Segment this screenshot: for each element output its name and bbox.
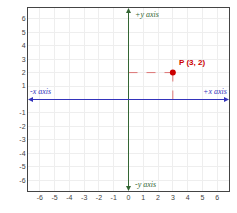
svg-text:-6: -6 [19,177,25,184]
svg-text:-1: -1 [111,194,117,201]
svg-text:-4: -4 [19,150,25,157]
svg-text:2: 2 [22,69,26,76]
svg-text:0: 0 [127,194,131,201]
svg-text:-3: -3 [19,136,25,143]
svg-text:6: 6 [215,194,219,201]
svg-text:P (3, 2): P (3, 2) [179,58,205,67]
svg-text:-2: -2 [19,123,25,130]
svg-text:+y axis: +y axis [135,10,159,19]
svg-text:3: 3 [22,56,26,63]
svg-text:-5: -5 [19,163,25,170]
svg-text:2: 2 [156,194,160,201]
svg-text:4: 4 [186,194,190,201]
svg-text:+x axis: +x axis [203,87,227,96]
svg-text:5: 5 [200,194,204,201]
svg-text:1: 1 [141,194,145,201]
svg-text:6: 6 [22,15,26,22]
svg-text:-y axis: -y axis [135,180,156,189]
svg-text:-5: -5 [51,194,57,201]
svg-text:-x axis: -x axis [30,87,51,96]
svg-text:-4: -4 [66,194,72,201]
svg-text:1: 1 [22,82,26,89]
svg-text:-2: -2 [96,194,102,201]
svg-text:3: 3 [171,194,175,201]
svg-text:5: 5 [22,29,26,36]
svg-text:-1: -1 [19,109,25,116]
svg-text:4: 4 [22,42,26,49]
svg-text:-6: -6 [37,194,43,201]
svg-text:-3: -3 [81,194,87,201]
